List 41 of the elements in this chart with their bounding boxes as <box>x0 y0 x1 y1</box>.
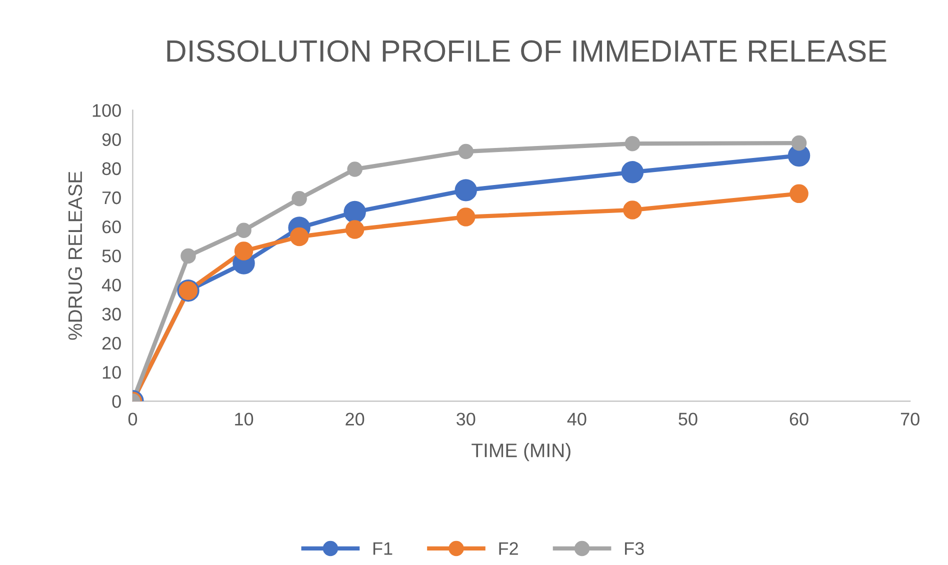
point <box>345 220 364 239</box>
point <box>458 144 474 160</box>
x-axis-title: TIME (MIN) <box>472 442 570 462</box>
y-tick-label: 70 <box>102 191 121 204</box>
y-axis-title: %DRUG RELEASE <box>68 172 82 340</box>
point <box>791 135 807 151</box>
y-tick-label: 80 <box>102 162 121 176</box>
x-tick-label: 50 <box>678 412 698 426</box>
point <box>347 162 362 177</box>
y-tick-label: 100 <box>92 104 121 117</box>
point <box>180 248 196 264</box>
x-tick-label: 20 <box>346 412 364 426</box>
legend-label: F3 <box>625 542 644 555</box>
point <box>290 227 309 246</box>
y-tick-label: 40 <box>102 278 121 292</box>
legend-label: F2 <box>499 542 518 555</box>
point <box>623 200 642 220</box>
x-tick-label: 70 <box>900 412 920 426</box>
chart-title: DISSOLUTION PROFILE OF IMMEDIATE RELEASE <box>167 40 886 62</box>
y-tick-label: 0 <box>112 395 121 408</box>
point <box>344 200 366 224</box>
y-tick-label: 20 <box>102 336 121 350</box>
legend-label: F1 <box>373 542 392 555</box>
point <box>234 242 254 260</box>
point <box>236 222 252 238</box>
point <box>790 184 808 204</box>
y-tick-label: 50 <box>102 250 121 262</box>
point <box>621 161 644 184</box>
point <box>624 136 640 152</box>
x-tick-label: 60 <box>790 412 808 426</box>
y-tick-label: 60 <box>102 220 121 234</box>
point <box>456 208 476 226</box>
x-tick-label: 10 <box>235 412 254 426</box>
y-tick-label: 10 <box>102 366 121 379</box>
x-tick-label: 40 <box>567 412 586 426</box>
point <box>454 179 477 202</box>
y-tick-label: 90 <box>102 133 121 146</box>
y-tick-label: 30 <box>102 308 121 321</box>
x-tick-label: 0 <box>128 412 138 426</box>
x-tick-label: 30 <box>456 412 476 426</box>
point <box>292 190 307 206</box>
